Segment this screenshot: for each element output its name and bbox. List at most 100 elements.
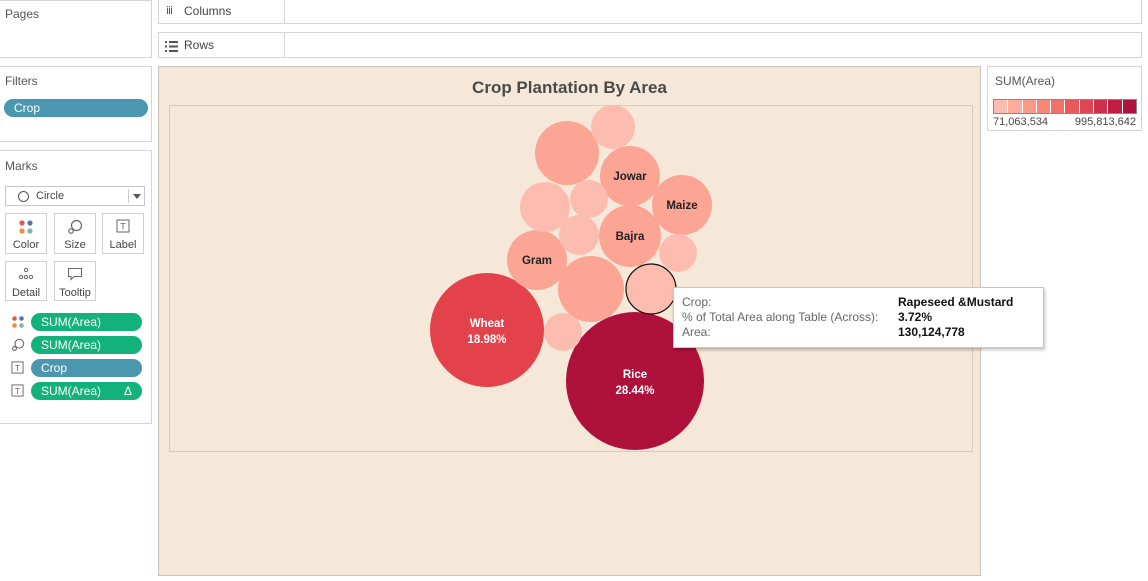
legend-swatch (1008, 100, 1023, 113)
marks-field-label-sum-area[interactable]: SUM(Area) Δ (31, 382, 142, 400)
legend-swatch (1065, 100, 1080, 113)
bubble-label: Rice (623, 369, 647, 381)
shelf-divider (284, 33, 285, 57)
pages-card: Pages (0, 0, 152, 58)
label-button-label: Label (109, 239, 137, 251)
chart-title: Crop Plantation By Area (472, 78, 667, 97)
bubble-unlabeled[interactable] (591, 105, 635, 149)
tooltip-value-pct: 3.72% (898, 310, 933, 324)
bubble-label: Bajra (616, 231, 645, 243)
legend-color-ramp (993, 99, 1137, 114)
chevron-down-icon (133, 194, 141, 199)
detail-button-label: Detail (11, 287, 41, 299)
bubble-unlabeled[interactable] (570, 180, 608, 218)
field-pill-label: SUM(Area) (41, 315, 102, 329)
marks-field-label-crop[interactable]: Crop (31, 359, 142, 377)
field-pill-label: Crop (41, 361, 68, 375)
color-dots-icon (6, 219, 46, 239)
size-icon (55, 219, 95, 239)
shelf-divider (284, 0, 285, 23)
svg-text:T: T (120, 222, 126, 232)
color-button-label: Color (12, 239, 40, 251)
field-pill-label: SUM(Area) (41, 384, 102, 398)
tooltip-icon (55, 267, 95, 287)
mark-type-label: Circle (36, 190, 65, 202)
bubble-unlabeled[interactable] (558, 256, 624, 322)
label-icon: T (11, 384, 24, 402)
label-icon: T (11, 361, 24, 379)
marks-card: Marks Circle Color Size T Label Detail T… (0, 150, 152, 424)
columns-label: Columns (184, 4, 232, 18)
size-button[interactable]: Size (54, 213, 96, 254)
tooltip-value-crop: Rapeseed &Mustard (898, 295, 1014, 309)
size-icon (11, 338, 25, 357)
dropdown-divider (128, 189, 129, 203)
filters-card: Filters Crop (0, 66, 152, 142)
bubble-rice[interactable] (566, 312, 704, 450)
bubble-unlabeled[interactable] (520, 182, 570, 232)
filters-title: Filters (5, 74, 38, 88)
bubble-wheat[interactable] (430, 273, 544, 387)
bubble-label: Gram (522, 255, 552, 267)
rows-label: Rows (184, 38, 215, 52)
bubble-unlabeled[interactable] (544, 313, 582, 351)
color-dots-icon (11, 315, 25, 334)
legend-title: SUM(Area) (995, 74, 1056, 88)
tooltip-button-label: Tooltip (59, 287, 91, 299)
bubble-pct-label: 18.98% (467, 334, 506, 346)
bubble-chart[interactable]: Rice 28.44% Wheat 18.98% Gram Bajra Jowar Maize (159, 67, 980, 575)
color-button[interactable]: Color (5, 213, 47, 254)
label-icon: T (103, 219, 143, 239)
filter-pill-crop[interactable]: Crop (4, 99, 148, 117)
marks-field-color-sum-area[interactable]: SUM(Area) (31, 313, 142, 331)
bubble-pct-label: 28.44% (615, 385, 654, 397)
marks-title: Marks (5, 159, 38, 173)
columns-icon: ⅲ (166, 5, 173, 17)
tooltip-button[interactable]: Tooltip (54, 261, 96, 301)
legend-swatch (994, 100, 1009, 113)
plot-area (169, 105, 973, 452)
bubble-bajra[interactable] (599, 205, 661, 267)
legend-min-value: 71,063,534 (993, 116, 1049, 128)
legend-swatch (1094, 100, 1109, 113)
bubble-rapeseed-mustard[interactable] (625, 263, 677, 315)
legend-swatch (1122, 100, 1136, 113)
rows-icon (165, 39, 178, 57)
field-pill-label: SUM(Area) (41, 338, 102, 352)
bubble-unlabeled[interactable] (659, 234, 697, 272)
legend-swatch (1108, 100, 1123, 113)
bubble-unlabeled[interactable] (559, 215, 599, 255)
legend-swatch (1022, 100, 1037, 113)
detail-button[interactable]: Detail (5, 261, 47, 301)
circle-icon (18, 191, 29, 202)
label-button[interactable]: T Label (102, 213, 144, 254)
bubble-label: Maize (666, 200, 697, 212)
bubble-jowar[interactable] (600, 146, 660, 206)
size-button-label: Size (64, 239, 86, 251)
color-legend: SUM(Area) 71,063,534 995,813,642 (987, 66, 1142, 131)
tooltip-key-area: Area: (682, 325, 711, 339)
legend-max-value: 995,813,642 (1074, 116, 1136, 128)
tooltip-key-crop: Crop: (682, 295, 712, 309)
pages-title: Pages (5, 7, 40, 21)
tooltip-value-area: 130,124,778 (898, 325, 965, 339)
bubble-label: Wheat (470, 318, 505, 330)
svg-text:T: T (15, 363, 20, 373)
marks-field-size-sum-area[interactable]: SUM(Area) (31, 336, 142, 354)
bubble-maize[interactable] (652, 175, 712, 235)
detail-icon (6, 267, 46, 287)
bubble-unlabeled[interactable] (535, 121, 599, 185)
svg-text:T: T (15, 386, 20, 396)
bubble-label: Jowar (613, 171, 647, 183)
table-calc-delta-icon: Δ (123, 384, 132, 398)
tooltip-key-pct: % of Total Area along Table (Across): (682, 310, 879, 324)
legend-swatch (1051, 100, 1066, 113)
legend-swatch (1079, 100, 1095, 113)
columns-shelf[interactable]: ⅲ Columns (158, 0, 1142, 24)
rows-shelf[interactable]: Rows (158, 32, 1142, 58)
filter-pill-label: Crop (14, 101, 41, 115)
tooltip: Crop: Rapeseed &Mustard % of Total Area … (673, 287, 1044, 348)
legend-swatch (1036, 100, 1052, 113)
bubble-gram[interactable] (507, 230, 567, 290)
mark-type-dropdown[interactable]: Circle (5, 186, 145, 206)
